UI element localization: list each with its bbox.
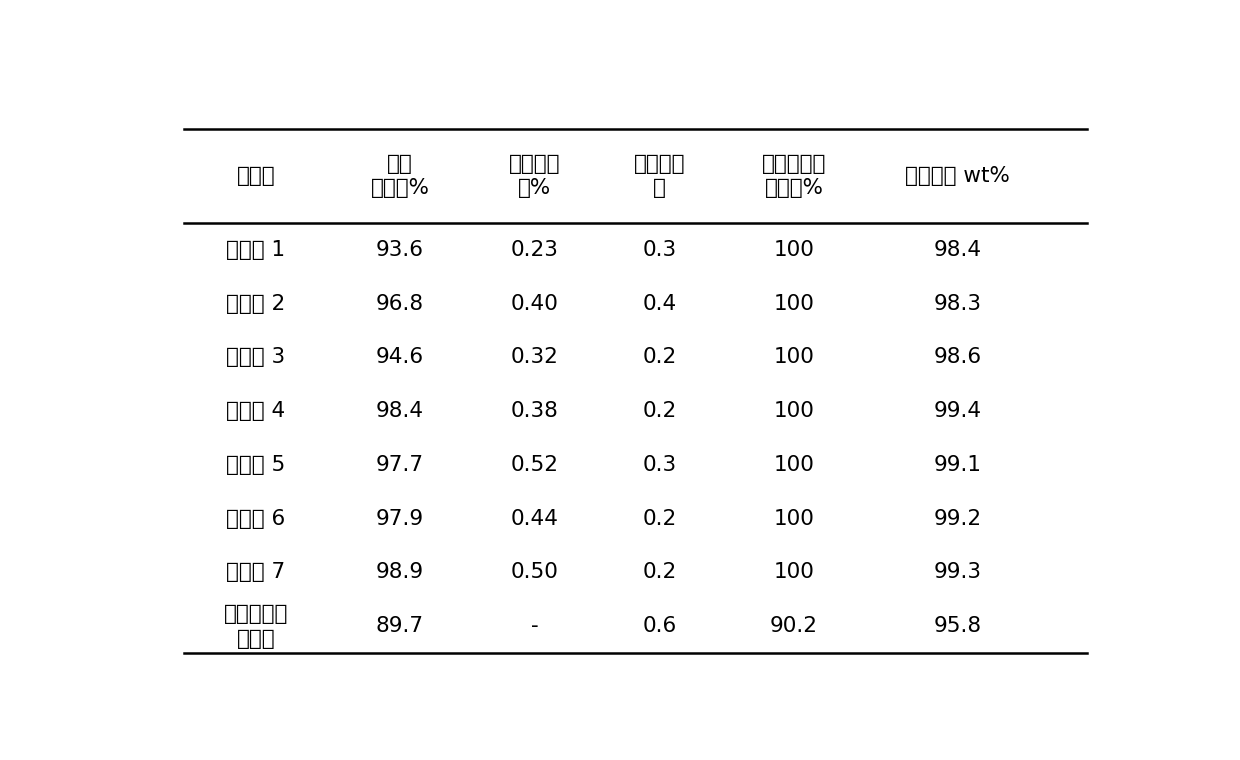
Text: 0.4: 0.4 xyxy=(642,293,677,314)
Text: 93.6: 93.6 xyxy=(376,239,424,260)
Text: 100: 100 xyxy=(774,454,815,475)
Text: 100: 100 xyxy=(774,401,815,421)
Text: 96.8: 96.8 xyxy=(376,293,424,314)
Text: 0.3: 0.3 xyxy=(642,239,677,260)
Text: 100: 100 xyxy=(774,508,815,528)
Text: 0.2: 0.2 xyxy=(642,562,677,582)
Text: 催化剂 3: 催化剂 3 xyxy=(227,347,285,367)
Text: 89.7: 89.7 xyxy=(376,616,424,636)
Text: 98.4: 98.4 xyxy=(376,401,424,421)
Text: 99.3: 99.3 xyxy=(934,562,981,582)
Text: 二烯烃含量
脱除率%: 二烯烃含量 脱除率% xyxy=(761,154,826,198)
Text: 催化剂 1: 催化剂 1 xyxy=(227,239,285,260)
Text: 0.52: 0.52 xyxy=(511,454,558,475)
Text: 90.2: 90.2 xyxy=(770,616,818,636)
Text: 100: 100 xyxy=(774,347,815,367)
Text: 97.7: 97.7 xyxy=(376,454,424,475)
Text: 99.2: 99.2 xyxy=(934,508,982,528)
Text: 99.1: 99.1 xyxy=(934,454,981,475)
Text: 100: 100 xyxy=(774,239,815,260)
Text: 98.3: 98.3 xyxy=(934,293,981,314)
Text: 0.23: 0.23 xyxy=(511,239,558,260)
Text: 94.6: 94.6 xyxy=(376,347,424,367)
Text: 99.4: 99.4 xyxy=(934,401,982,421)
Text: 汽油收率 wt%: 汽油收率 wt% xyxy=(905,166,1009,186)
Text: 催化剂 6: 催化剂 6 xyxy=(226,508,285,528)
Text: 催化剂 5: 催化剂 5 xyxy=(226,454,285,475)
Text: 催化剂 7: 催化剂 7 xyxy=(226,562,285,582)
Text: 97.9: 97.9 xyxy=(376,508,424,528)
Text: 0.2: 0.2 xyxy=(642,347,677,367)
Text: 0.32: 0.32 xyxy=(511,347,558,367)
Text: 0.40: 0.40 xyxy=(511,293,558,314)
Text: 预加氢对比
催化剂: 预加氢对比 催化剂 xyxy=(223,603,288,648)
Text: 催化剂: 催化剂 xyxy=(237,166,275,186)
Text: 98.4: 98.4 xyxy=(934,239,982,260)
Text: 100: 100 xyxy=(774,562,815,582)
Text: 内烯烃增
量%: 内烯烃增 量% xyxy=(508,154,560,198)
Text: 100: 100 xyxy=(774,293,815,314)
Text: 95.8: 95.8 xyxy=(934,616,982,636)
Text: 辛烷值损
失: 辛烷值损 失 xyxy=(634,154,686,198)
Text: 0.38: 0.38 xyxy=(511,401,558,421)
Text: 0.2: 0.2 xyxy=(642,508,677,528)
Text: 0.50: 0.50 xyxy=(511,562,558,582)
Text: 0.6: 0.6 xyxy=(642,616,677,636)
Text: 催化剂 2: 催化剂 2 xyxy=(226,293,285,314)
Text: 催化剂 4: 催化剂 4 xyxy=(226,401,285,421)
Text: -: - xyxy=(531,616,538,636)
Text: 0.44: 0.44 xyxy=(511,508,558,528)
Text: 98.9: 98.9 xyxy=(376,562,424,582)
Text: 0.2: 0.2 xyxy=(642,401,677,421)
Text: 0.3: 0.3 xyxy=(642,454,677,475)
Text: 98.6: 98.6 xyxy=(934,347,982,367)
Text: 硫醇
脱除率%: 硫醇 脱除率% xyxy=(371,154,429,198)
